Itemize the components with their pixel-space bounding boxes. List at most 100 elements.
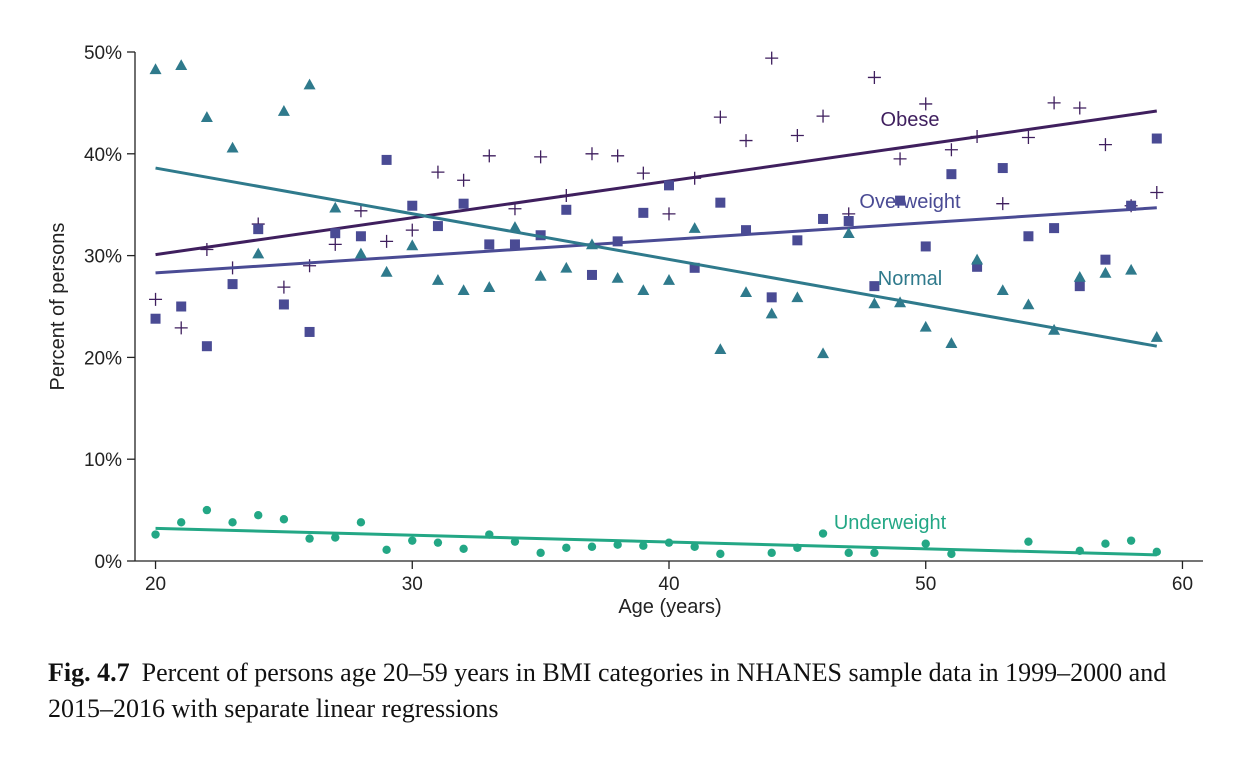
normal-series-label: Normal — [878, 268, 942, 290]
overweight-point — [766, 292, 777, 303]
normal-point — [508, 221, 521, 232]
underweight-point — [1024, 537, 1033, 546]
normal-point — [560, 261, 573, 273]
overweight-point — [586, 269, 597, 280]
underweight-point — [510, 537, 520, 546]
scatter-chart: 0% 10% 20% 30% 40% 50% 20 30 40 50 60 Age (years) Pe… — [47, 43, 1203, 618]
underweight-point — [536, 548, 545, 558]
normal-point — [791, 291, 804, 303]
obese-point — [1047, 96, 1061, 110]
obese-point — [354, 204, 368, 218]
obese-point — [174, 321, 188, 335]
underweight-regression-line — [155, 526, 1157, 557]
overweight-point — [484, 239, 495, 250]
overweight-point — [253, 224, 264, 235]
overweight-point — [997, 163, 1008, 174]
y-tick-label: 0% — [95, 552, 123, 573]
overweight-point — [509, 239, 520, 250]
underweight-point — [921, 539, 930, 548]
underweight-point — [459, 544, 468, 553]
underweight-point — [1101, 539, 1110, 548]
underweight-point — [279, 515, 289, 524]
underweight-point — [639, 541, 648, 550]
obese-point — [380, 234, 394, 248]
normal-point — [226, 141, 239, 153]
overweight-point — [227, 279, 238, 290]
underweight-point — [870, 548, 879, 558]
obese-point — [534, 150, 548, 164]
normal-point — [534, 269, 547, 281]
x-tick-label: 30 — [402, 574, 423, 595]
overweight-point — [843, 215, 854, 226]
normal-point — [996, 284, 1009, 296]
underweight-point — [844, 548, 853, 558]
underweight-point — [690, 542, 699, 551]
normal-point — [1073, 270, 1086, 282]
caption-text: Percent of persons age 20–59 years in BM… — [48, 658, 1167, 723]
overweight-point — [792, 235, 803, 246]
underweight-point — [305, 534, 314, 543]
underweight-point — [151, 530, 160, 539]
obese-point — [867, 70, 881, 84]
obese-point — [1098, 138, 1112, 152]
underweight-point — [177, 518, 186, 527]
obese-point — [149, 292, 163, 306]
normal-point — [868, 297, 881, 309]
underweight-point — [433, 538, 443, 547]
caption-label: Fig. 4.7 — [48, 658, 130, 687]
overweight-series-label: Overweight — [859, 191, 961, 213]
underweight-point — [562, 543, 571, 552]
underweight-point — [587, 542, 597, 551]
normal-point — [329, 201, 342, 213]
obese-point — [611, 149, 625, 163]
obese-point — [816, 109, 830, 123]
overweight-point — [1100, 254, 1111, 265]
normal-point — [483, 281, 496, 292]
obese-point — [996, 197, 1010, 211]
x-tick-label: 60 — [1172, 574, 1193, 595]
overweight-point — [972, 261, 983, 272]
obese-point — [713, 110, 727, 124]
overweight-point — [1126, 200, 1137, 211]
overweight-point — [638, 207, 649, 218]
overweight-point — [1151, 133, 1162, 144]
obese-point — [405, 223, 419, 237]
normal-point — [842, 227, 855, 239]
obese-point — [457, 173, 471, 187]
normal-point — [200, 111, 213, 122]
obese-point — [1150, 185, 1164, 199]
overweight-point — [741, 225, 752, 236]
obese-point — [585, 147, 599, 161]
overweight-point — [1074, 281, 1085, 292]
underweight-point — [613, 540, 622, 549]
normal-point — [817, 347, 830, 359]
obese-point — [636, 166, 650, 180]
y-axis-title: Percent of persons — [47, 223, 69, 391]
obese-point — [790, 128, 804, 142]
obese-point — [482, 149, 496, 163]
underweight-point — [947, 549, 956, 559]
normal-point — [971, 253, 984, 265]
normal-point — [1022, 298, 1035, 310]
overweight-regression-line — [155, 206, 1157, 275]
underweight-point — [228, 518, 237, 527]
normal-point — [919, 320, 932, 332]
overweight-point — [715, 197, 726, 208]
overweight-point — [664, 180, 674, 191]
overweight-point — [381, 154, 392, 165]
obese-point — [277, 280, 291, 294]
underweight-point — [1126, 536, 1136, 545]
overweight-point — [355, 231, 366, 242]
overweight-point — [407, 200, 418, 211]
underweight-point — [408, 536, 417, 545]
normal-point — [252, 247, 265, 259]
overweight-point — [278, 299, 289, 310]
underweight-point — [356, 518, 366, 527]
obese-point — [431, 165, 445, 179]
overweight-point — [869, 281, 880, 292]
overweight-point — [920, 241, 931, 252]
normal-regression-line — [155, 166, 1158, 348]
normal-point — [303, 78, 316, 90]
overweight-point — [304, 326, 315, 337]
